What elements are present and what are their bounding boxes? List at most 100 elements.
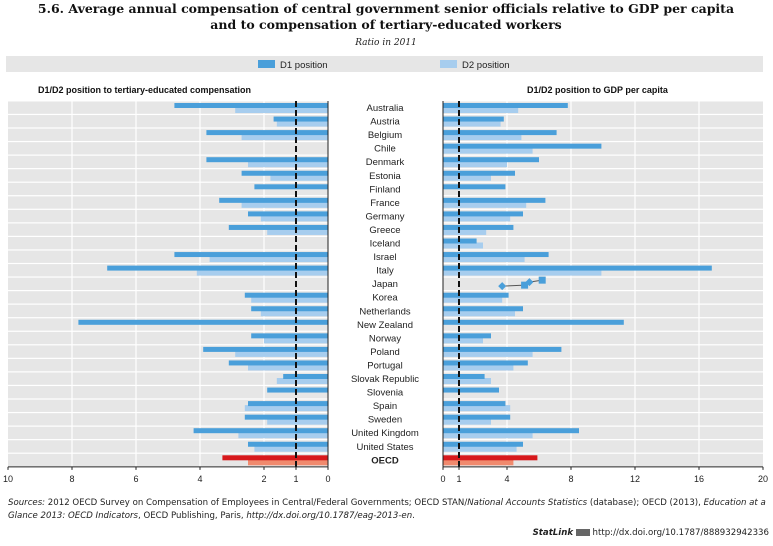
right-bar-d1: [443, 346, 562, 352]
right-bar-d1: [443, 292, 509, 298]
left-bar-d1: [267, 387, 328, 393]
right-bar-d1: [443, 374, 485, 379]
statlink-url[interactable]: http://dx.doi.org/10.1787/888932942336: [592, 528, 769, 538]
right-bar-d1: [443, 184, 506, 190]
left-bar-d1: [251, 306, 328, 312]
right-bar-d2: [443, 445, 517, 452]
left-bar-d2: [248, 364, 328, 371]
left-bar-d2: [209, 256, 328, 263]
left-bar-d2: [248, 161, 328, 168]
right-row-bg: [443, 223, 763, 236]
right-bar-d1: [443, 319, 624, 325]
japan-diamond-marker: [525, 278, 534, 287]
left-row-bg: [8, 277, 328, 290]
right-row-bg: [443, 169, 763, 182]
left-bar-d2: [276, 120, 328, 127]
right-bar-d2: [443, 228, 487, 235]
left-bar-d2: [251, 296, 328, 303]
left-row-bg: [8, 182, 328, 196]
right-bar-d1: [443, 211, 523, 217]
left-bar-d1: [107, 265, 328, 271]
statlink-label: StatLink: [532, 528, 574, 538]
right-bar-d1: [443, 455, 538, 461]
right-bar-d2: [443, 310, 515, 317]
legend-label-d1: D1 position: [280, 60, 328, 71]
right-bar-d2: [443, 269, 602, 276]
left-bar-d1: [248, 401, 328, 407]
left-row-bg: [8, 304, 328, 318]
left-bar-d2: [260, 310, 328, 317]
right-row-bg: [443, 277, 763, 290]
sources-url[interactable]: http://dx.doi.org/10.1787/eag-2013-en: [246, 511, 413, 521]
category-label: United States: [356, 442, 413, 453]
left-bar-d1: [273, 116, 328, 122]
left-bar-d1: [228, 360, 328, 366]
left-row-bg: [8, 372, 328, 385]
left-bar-d2: [241, 134, 328, 141]
sources-text2: (database); OECD (2013),: [587, 498, 704, 508]
category-label: Italy: [376, 266, 394, 277]
right-bar-d2: [443, 364, 514, 371]
left-tick-label: 2: [261, 474, 266, 484]
category-label: Netherlands: [359, 306, 410, 317]
right-row-bg: [443, 386, 763, 399]
right-row-bg: [443, 372, 763, 385]
left-tick-label: 10: [3, 474, 13, 484]
left-bar-d2: [241, 201, 328, 208]
left-tick-label: 6: [133, 474, 138, 484]
legend-label-d2: D2 position: [462, 60, 510, 71]
chart-subtitle: Ratio in 2011: [354, 38, 417, 48]
right-tick-label: 16: [694, 474, 704, 484]
right-bar-d1: [443, 143, 602, 149]
right-row-bg: [443, 331, 763, 345]
left-bar-d2: [260, 215, 328, 222]
right-tick-label: 0: [440, 474, 445, 484]
right-bar-d2: [443, 256, 525, 263]
statlink[interactable]: StatLink http://dx.doi.org/10.1787/88893…: [533, 528, 769, 538]
sources-italic1: National Accounts Statistics: [467, 498, 588, 508]
right-bar-d1: [443, 103, 568, 108]
left-row-bg: [8, 115, 328, 128]
right-panel-title: D1/D2 position to GDP per capita: [527, 85, 669, 95]
left-bar-d1: [219, 197, 328, 203]
right-bar-d1: [443, 157, 539, 163]
left-bar-d2: [254, 445, 328, 452]
japan-square-marker: [521, 281, 529, 289]
right-bar-d2: [443, 174, 491, 181]
left-bar-d2: [276, 378, 328, 384]
right-bar-d1: [443, 387, 499, 393]
category-label: Israel: [373, 252, 396, 263]
right-bar-d2: [443, 350, 533, 357]
sources-text: 2012 OECD Survey on Compensation of Empl…: [45, 498, 468, 508]
right-bar-d1: [443, 197, 546, 203]
right-bar-d1: [443, 252, 549, 258]
left-row-bg: [8, 331, 328, 345]
category-label: Japan: [372, 279, 398, 290]
left-bar-d1: [251, 333, 328, 339]
category-label: Norway: [369, 333, 401, 344]
category-label: Portugal: [367, 360, 402, 371]
left-bar-d2: [235, 350, 328, 357]
left-bar-d1: [248, 211, 328, 217]
statlink-icon: [575, 529, 590, 536]
category-label: Greece: [369, 225, 400, 236]
category-label: Finland: [369, 184, 400, 195]
right-bar-d2: [443, 134, 522, 141]
right-bar-d2: [443, 215, 511, 222]
japan-diamond-marker: [498, 282, 507, 291]
sources-italic2: Education at a Glance 2013: OECD Indicat…: [8, 498, 766, 521]
left-bar-d1: [206, 130, 328, 136]
right-row-bg: [443, 115, 763, 128]
left-tick-label: 1: [293, 474, 298, 484]
left-bar-d2: [267, 418, 328, 425]
right-row-bg: [443, 399, 763, 412]
right-bar-d1: [443, 224, 514, 230]
category-label: Estonia: [369, 171, 401, 182]
right-bar-d1: [443, 116, 504, 122]
right-bar-d1: [443, 428, 579, 434]
right-tick-label: 8: [568, 474, 573, 484]
category-label: Slovak Republic: [351, 374, 419, 385]
left-bar-d1: [222, 455, 328, 461]
right-tick-label: 4: [504, 474, 509, 484]
